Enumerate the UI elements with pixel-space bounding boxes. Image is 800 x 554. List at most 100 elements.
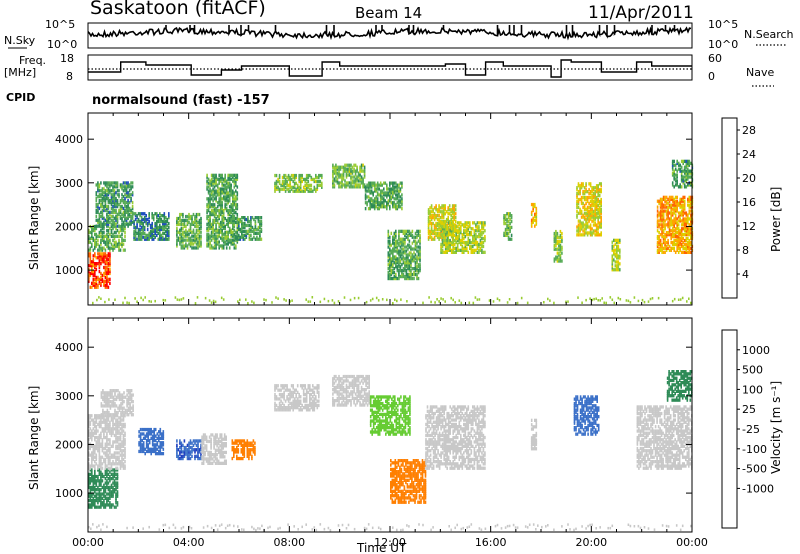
power-cell (589, 231, 592, 235)
power-cell (671, 167, 674, 171)
power-cell (259, 231, 261, 235)
power-cell (679, 219, 681, 223)
power-cell (417, 257, 420, 261)
power-cell (222, 211, 225, 215)
power-cell (363, 183, 366, 187)
power-cell (228, 177, 231, 181)
power-cell (662, 225, 665, 229)
power-cell (233, 181, 236, 185)
power-cell (668, 197, 671, 201)
power-cell (401, 229, 403, 233)
power-cell (411, 253, 414, 257)
power-cell (206, 234, 208, 238)
power-cell (674, 179, 677, 183)
power-cell (450, 210, 452, 214)
power-cell (506, 217, 508, 222)
power-cell (558, 257, 560, 261)
power-cell (688, 231, 691, 235)
power-cell (186, 238, 189, 242)
power-cell (688, 205, 691, 209)
power-cell (191, 246, 193, 250)
power-cell (210, 238, 213, 242)
power-cell (677, 298, 680, 301)
power-cell (281, 175, 284, 180)
power-cell (613, 250, 615, 254)
power-cell (206, 216, 208, 221)
power-cell (182, 232, 184, 236)
power-cell (94, 285, 96, 289)
power-cell (163, 214, 166, 218)
power-cell (230, 177, 232, 181)
power-cell (430, 214, 433, 218)
power-cell (416, 274, 418, 279)
velocity-cell (109, 494, 111, 498)
power-cell (398, 235, 400, 239)
power-cell (674, 219, 677, 223)
power-cell (124, 208, 126, 213)
power-cell (690, 301, 692, 305)
power-cell (100, 256, 102, 260)
power-cell (444, 244, 447, 249)
power-cell (305, 175, 308, 180)
power-cell (332, 175, 334, 179)
power-cell (398, 249, 400, 253)
power-cell (594, 186, 596, 190)
power-cell (665, 248, 668, 252)
power-cell (145, 217, 147, 222)
power-cell (656, 248, 659, 252)
power-cell (221, 246, 223, 250)
power-cell (432, 208, 434, 212)
power-cell (98, 212, 101, 216)
power-cell (239, 217, 242, 222)
power-cell (676, 201, 678, 205)
power-cell (392, 249, 394, 253)
power-cell (232, 195, 234, 199)
power-cell (393, 233, 396, 237)
power-cell (376, 207, 379, 211)
power-cell (130, 216, 132, 220)
power-cell (667, 231, 669, 235)
power-cell (656, 213, 659, 217)
power-cell (688, 244, 691, 249)
power-cell (228, 193, 231, 197)
power-cell (676, 159, 678, 163)
power-cell (293, 183, 296, 187)
power-cell (256, 237, 258, 241)
power-cell (348, 163, 351, 167)
power-cell (200, 220, 202, 225)
velocity-cell (98, 451, 101, 455)
power-cell (238, 217, 240, 222)
power-cell (588, 201, 590, 206)
power-cell (393, 237, 396, 241)
power-cell (387, 263, 390, 267)
power-cell (616, 268, 618, 272)
power-cell (274, 189, 276, 193)
power-cell (235, 183, 237, 187)
power-cell (233, 238, 236, 242)
power-cell (470, 227, 473, 231)
power-cell (682, 161, 684, 165)
power-cell (121, 212, 123, 216)
power-cell (436, 233, 439, 237)
power-cell (417, 233, 420, 237)
power-cell (206, 244, 208, 248)
power-cell (247, 302, 249, 305)
velocity-cell (104, 505, 107, 509)
power-cell (207, 244, 210, 248)
power-cell (598, 211, 601, 215)
power-cell (209, 234, 211, 238)
power-cell (688, 175, 691, 179)
velocity-cell (92, 464, 95, 468)
power-cell (159, 237, 161, 241)
velocity-cell (95, 505, 98, 509)
power-cell (390, 181, 393, 185)
power-cell (662, 236, 665, 241)
power-cell (221, 220, 223, 225)
power-cell (327, 299, 330, 303)
power-cell (219, 205, 222, 209)
power-cell (116, 216, 119, 220)
power-cell (677, 201, 680, 205)
power-cell (241, 227, 243, 232)
power-cell (396, 251, 399, 255)
